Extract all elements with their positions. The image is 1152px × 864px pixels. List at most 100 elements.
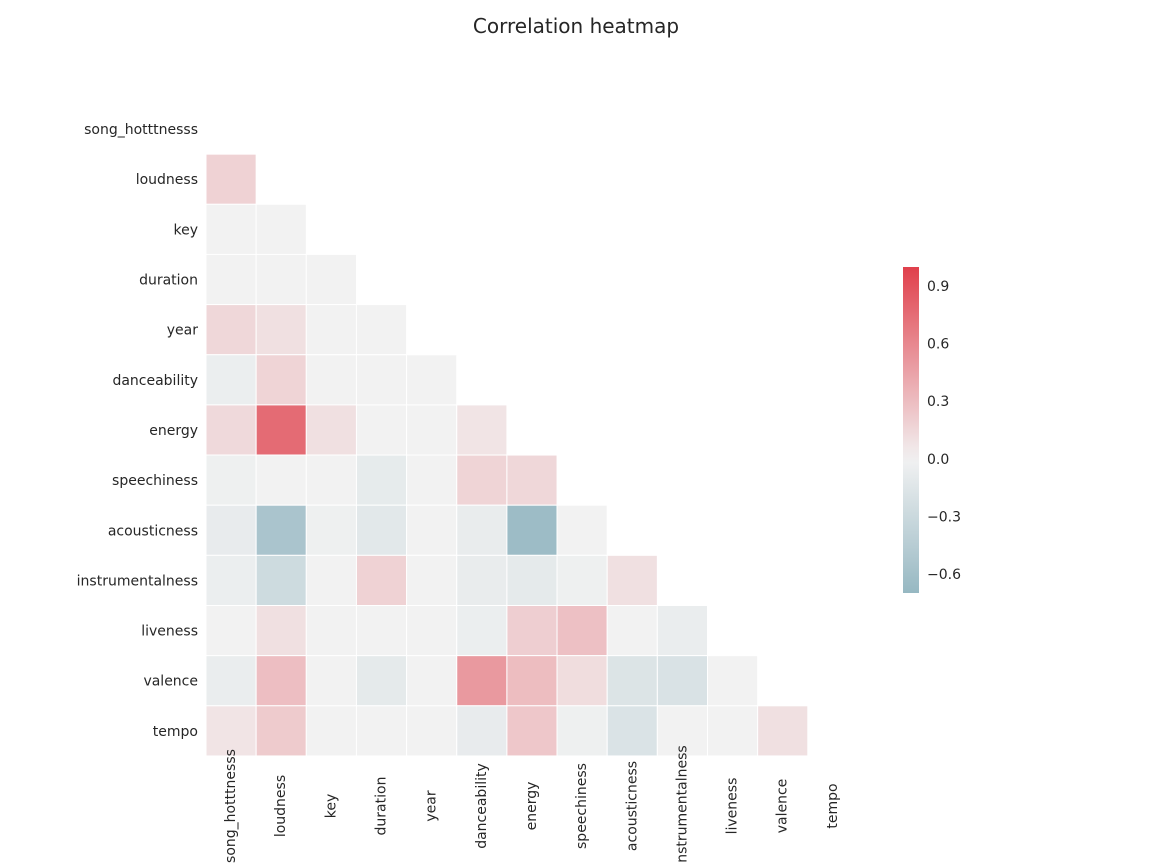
heatmap-cell-acousticness-energy: [506, 504, 558, 556]
heatmap-cell-tempo-instrumentalness: [656, 705, 708, 757]
heatmap-cell-valence-speechiness: [556, 655, 608, 707]
x-tick-label-liveness: liveness: [725, 778, 741, 835]
heatmap-cell-valence-instrumentalness: [656, 655, 708, 707]
x-tick-label-acousticness: acousticness: [624, 761, 640, 851]
colorbar-tick-label: 0.0: [927, 452, 949, 468]
heatmap-cell-speechiness-loudness: [255, 454, 307, 506]
colorbar-tick-label: −0.6: [927, 567, 961, 583]
heatmap-cell-energy-loudness: [255, 404, 307, 456]
y-tick-label-tempo: tempo: [153, 724, 198, 740]
heatmap-cell-liveness-acousticness: [606, 605, 658, 657]
heatmap-cell-instrumentalness-key: [305, 554, 357, 606]
heatmap-cell-duration-key: [305, 253, 357, 306]
heatmap-cell-year-duration: [355, 304, 408, 356]
heatmap-cell-speechiness-duration: [355, 454, 408, 506]
x-tick-label-speechiness: speechiness: [574, 763, 590, 849]
y-tick-label-valence: valence: [143, 674, 198, 690]
x-tick-labels: song_hotttnesss loudness key duration year da…: [223, 745, 841, 864]
colorbar-tick-label: −0.3: [927, 509, 961, 525]
heatmap-cell-tempo-danceability: [456, 705, 508, 757]
heatmap-cell-speechiness-danceability: [456, 454, 508, 506]
heatmap-cell-danceability-duration: [355, 354, 408, 406]
y-tick-label-duration: duration: [139, 273, 198, 289]
heatmap-cell-tempo-loudness: [255, 705, 307, 757]
x-tick-label-year: year: [424, 790, 440, 821]
heatmap-cell-instrumentalness-song_hotttnesss: [205, 554, 257, 606]
heatmap-cell-year-key: [305, 304, 357, 356]
colorbar-tick-label: 0.3: [927, 394, 949, 410]
y-tick-label-key: key: [173, 222, 198, 238]
heatmap-cell-acousticness-duration: [355, 504, 408, 556]
heatmap-cell-energy-danceability: [456, 404, 508, 456]
heatmap-cell-valence-danceability: [456, 655, 508, 707]
heatmap-cell-energy-song_hotttnesss: [205, 404, 257, 456]
heatmap-cell-valence-loudness: [255, 655, 307, 707]
heatmap-cell-acousticness-year: [406, 504, 458, 556]
heatmap-cell-instrumentalness-energy: [506, 554, 558, 606]
heatmap-cell-instrumentalness-acousticness: [606, 554, 658, 606]
heatmap-cells: [205, 153, 809, 757]
x-tick-label-valence: valence: [775, 779, 791, 834]
heatmap-cell-liveness-energy: [506, 605, 558, 657]
heatmap-cell-speechiness-song_hotttnesss: [205, 454, 257, 506]
heatmap-cell-valence-liveness: [707, 655, 759, 707]
colorbar-tick-label: 0.9: [927, 279, 949, 295]
heatmap-cell-liveness-song_hotttnesss: [205, 605, 257, 657]
heatmap-cell-tempo-energy: [506, 705, 558, 757]
colorbar-tick-label: 0.6: [927, 337, 949, 353]
heatmap-cell-danceability-year: [406, 354, 458, 406]
x-tick-label-key: key: [323, 794, 339, 819]
heatmap-cell-liveness-speechiness: [556, 605, 608, 657]
x-tick-label-energy: energy: [524, 782, 540, 831]
heatmap-cell-acousticness-song_hotttnesss: [205, 504, 257, 556]
heatmap-cell-acousticness-loudness: [255, 504, 307, 556]
heatmap-cell-tempo-valence: [757, 705, 809, 757]
heatmap-cell-instrumentalness-year: [406, 554, 458, 606]
x-tick-label-danceability: danceability: [474, 763, 490, 849]
heatmap-cell-instrumentalness-duration: [355, 554, 408, 606]
y-tick-label-speechiness: speechiness: [112, 473, 198, 489]
heatmap-cell-duration-loudness: [255, 253, 307, 306]
heatmap-cell-key-loudness: [255, 203, 307, 255]
heatmap-cell-instrumentalness-loudness: [255, 554, 307, 606]
heatmap-cell-danceability-key: [305, 354, 357, 406]
x-tick-label-song_hotttnesss: song_hotttnesss: [223, 749, 239, 863]
heatmap-cell-danceability-song_hotttnesss: [205, 354, 257, 406]
heatmap-cell-valence-duration: [355, 655, 408, 707]
y-tick-label-song_hotttnesss: song_hotttnesss: [84, 122, 198, 138]
y-tick-label-acousticness: acousticness: [108, 523, 198, 539]
x-tick-label-instrumentalness: instrumentalness: [674, 745, 690, 864]
heatmap-cell-energy-key: [305, 404, 357, 456]
heatmap-cell-energy-duration: [355, 404, 408, 456]
heatmap-cell-valence-energy: [506, 655, 558, 707]
heatmap-cell-speechiness-year: [406, 454, 458, 506]
x-tick-label-loudness: loudness: [273, 775, 289, 837]
heatmap-cell-acousticness-speechiness: [556, 504, 608, 556]
heatmap-cell-liveness-instrumentalness: [656, 605, 708, 657]
heatmap-cell-tempo-year: [406, 705, 458, 757]
heatmap-cell-liveness-key: [305, 605, 357, 657]
heatmap-cell-instrumentalness-speechiness: [556, 554, 608, 606]
heatmap-cell-tempo-song_hotttnesss: [205, 705, 257, 757]
heatmap-cell-year-song_hotttnesss: [205, 304, 257, 356]
heatmap-cell-valence-song_hotttnesss: [205, 655, 257, 707]
heatmap-cell-liveness-duration: [355, 605, 408, 657]
heatmap-cell-tempo-liveness: [707, 705, 759, 757]
heatmap-cell-tempo-acousticness: [606, 705, 658, 757]
heatmap-cell-valence-key: [305, 655, 357, 707]
y-tick-label-year: year: [167, 323, 198, 339]
heatmap-cell-liveness-danceability: [456, 605, 508, 657]
heatmap-cell-instrumentalness-danceability: [456, 554, 508, 606]
heatmap-cell-speechiness-key: [305, 454, 357, 506]
heatmap-cell-danceability-loudness: [255, 354, 307, 406]
heatmap-cell-acousticness-key: [305, 504, 357, 556]
chart-title: Correlation heatmap: [473, 14, 679, 38]
heatmap-cell-liveness-year: [406, 605, 458, 657]
heatmap-cell-key-song_hotttnesss: [205, 203, 257, 255]
heatmap-cell-tempo-key: [305, 705, 357, 757]
y-tick-label-danceability: danceability: [112, 373, 198, 389]
heatmap-cell-year-loudness: [255, 304, 307, 356]
heatmap-cell-energy-year: [406, 404, 458, 456]
heatmap-cell-tempo-duration: [355, 705, 408, 757]
